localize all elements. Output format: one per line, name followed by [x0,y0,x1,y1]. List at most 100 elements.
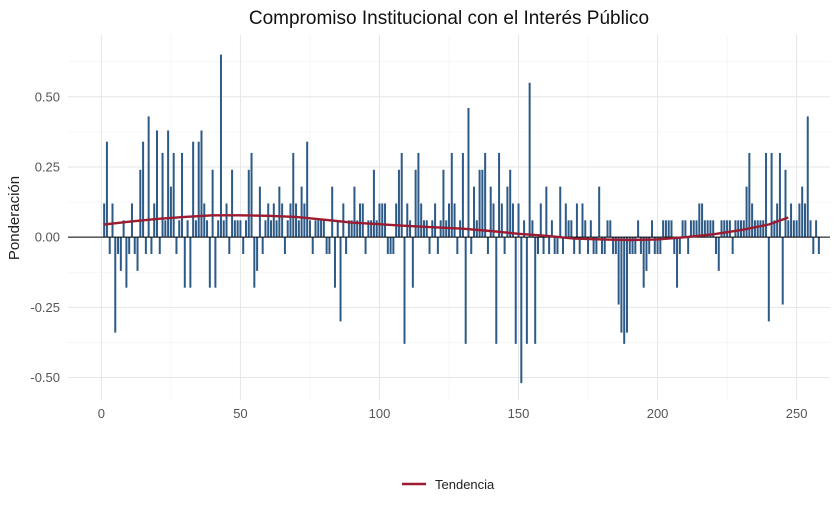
bar [806,116,809,238]
bar [264,220,267,238]
bar [181,152,184,238]
y-tick-label: 0.25 [35,159,60,174]
bar [464,237,467,344]
bar [614,237,617,254]
bar [295,203,298,238]
bar [689,220,692,238]
bar [817,237,820,254]
bar [575,203,578,238]
bar [737,220,740,238]
bar [200,130,203,238]
bar [503,237,506,254]
bar [161,152,164,238]
y-tick-label: 0.00 [35,230,60,245]
bar [803,203,806,238]
bar [603,237,606,254]
bar [659,237,662,254]
bar [253,237,256,288]
bar [206,220,209,238]
bar [559,186,562,238]
bar [734,220,737,238]
bar [183,237,186,288]
bar [197,141,200,238]
bar [714,237,717,254]
y-tick-label: -0.25 [30,300,60,315]
bar [798,203,801,238]
bar [815,220,818,238]
bar [584,220,587,238]
bar [247,169,250,238]
bar [442,169,445,238]
bar [617,237,620,305]
bar [790,203,793,238]
bar [562,237,565,254]
bar [470,237,473,254]
bar [651,220,654,238]
bar [698,203,701,238]
bar [676,237,679,288]
bar [550,220,553,238]
bar [631,237,634,254]
bar [778,152,781,238]
bar [801,186,804,238]
bar [325,237,328,254]
bar [486,237,489,254]
bar [395,203,398,238]
bar [275,220,278,238]
bar [692,220,695,238]
bar [422,220,425,238]
bar [670,220,673,238]
bar [723,220,726,238]
bar [431,220,434,238]
bar [233,220,236,238]
bar [514,237,517,344]
bar [648,237,651,254]
bar [428,237,431,254]
bar [314,220,317,238]
bar [748,152,751,238]
bar [125,237,128,288]
bar [606,220,609,238]
bar [539,203,542,238]
bar [695,220,698,238]
bar [773,220,776,238]
bar [117,237,120,254]
bar [525,237,528,344]
bar [228,237,231,254]
bar [434,203,437,238]
bar [625,237,628,333]
bar [236,220,239,238]
bar [272,203,275,238]
bar [478,169,481,238]
bar [414,169,417,238]
bar [270,220,273,238]
bar [498,152,501,238]
bar [531,220,534,238]
bar [417,152,420,238]
bar [189,237,192,288]
bar [795,220,798,238]
bar [142,141,145,238]
y-axis-title: Ponderación [6,176,23,260]
bar [281,203,284,238]
bar [495,237,498,344]
bar [517,203,520,238]
bar [372,169,375,238]
bar [467,108,470,238]
bar [573,237,576,254]
bar [333,237,336,288]
bar [667,220,670,238]
bar [208,237,211,288]
bar [342,203,345,238]
x-tick-label: 200 [647,406,669,421]
bar [244,220,247,238]
bar [598,186,601,238]
bar [753,220,756,238]
bar [639,237,642,254]
bar [389,237,392,254]
bar [578,237,581,254]
x-tick-label: 0 [98,406,105,421]
bar [256,237,259,271]
bar [456,237,459,254]
bar [147,116,150,238]
